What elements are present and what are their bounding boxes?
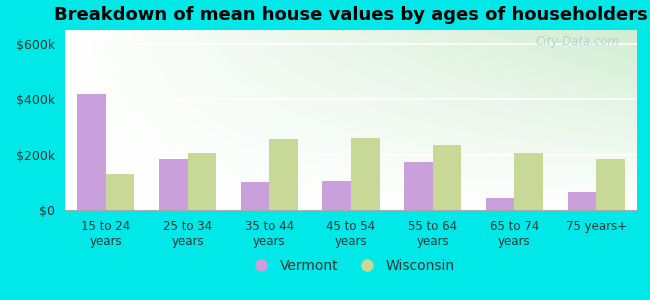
Bar bbox=[77, 94, 106, 210]
Text: City-Data.com: City-Data.com bbox=[536, 35, 620, 48]
Bar bbox=[188, 153, 216, 210]
Bar bbox=[351, 138, 380, 210]
Legend: Vermont, Wisconsin: Vermont, Wisconsin bbox=[241, 254, 461, 279]
Bar bbox=[486, 197, 514, 210]
Bar bbox=[433, 145, 462, 210]
Bar bbox=[567, 192, 596, 210]
Bar bbox=[596, 159, 625, 210]
Bar bbox=[322, 181, 351, 210]
Bar bbox=[404, 161, 433, 210]
Title: Breakdown of mean house values by ages of householders: Breakdown of mean house values by ages o… bbox=[54, 6, 648, 24]
Bar bbox=[159, 159, 188, 210]
Bar bbox=[514, 153, 543, 210]
Bar bbox=[106, 174, 135, 210]
Bar bbox=[269, 140, 298, 210]
Bar bbox=[240, 182, 269, 210]
